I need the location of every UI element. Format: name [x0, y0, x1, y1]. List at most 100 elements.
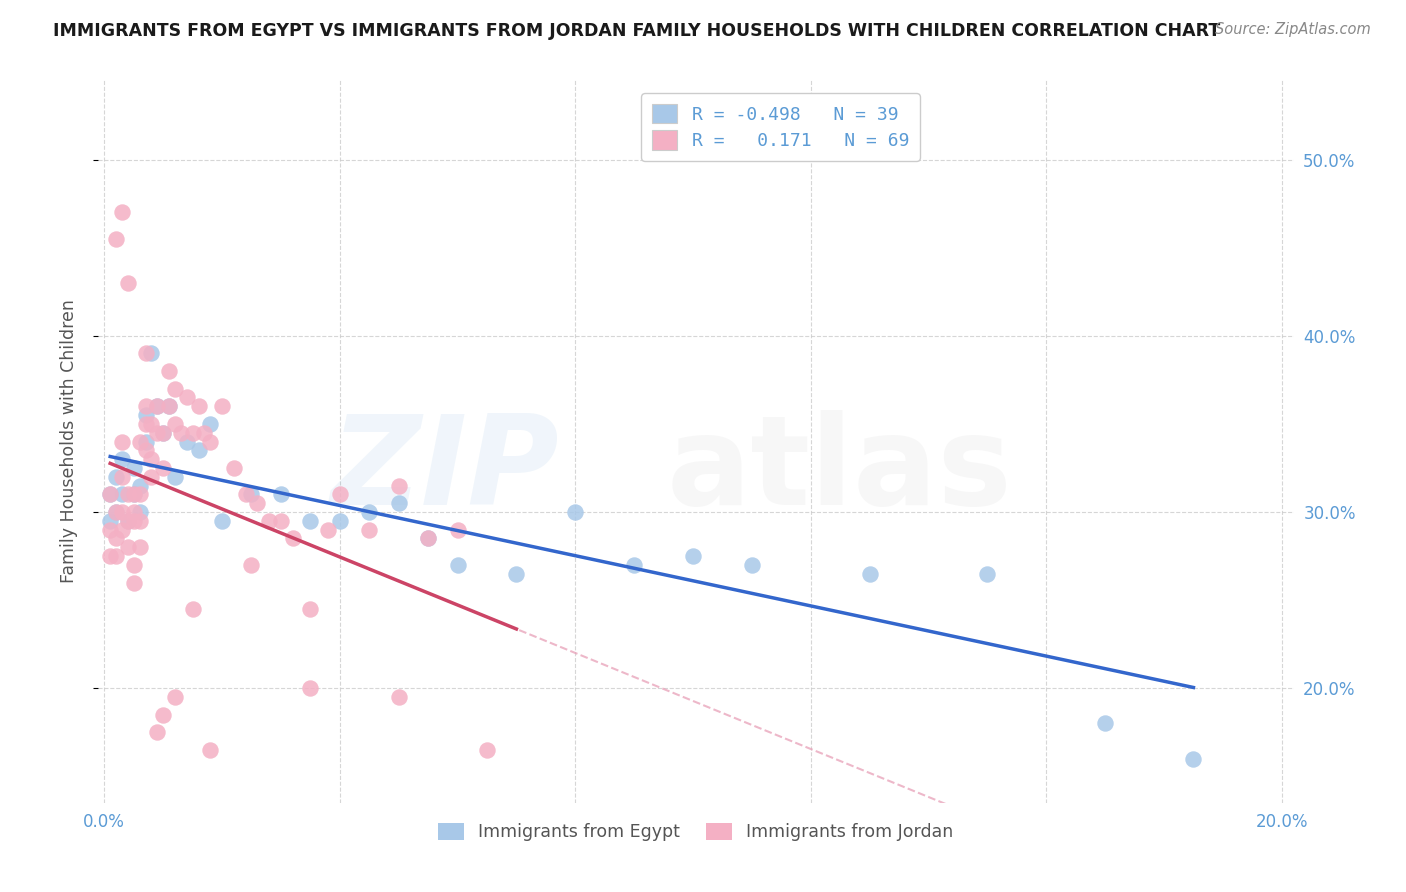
- Point: [128, 505, 150, 519]
- Point: [117, 541, 139, 555]
- Point: [122, 461, 145, 475]
- Point: [111, 452, 134, 467]
- Point: [240, 487, 263, 501]
- Text: IMMIGRANTS FROM EGYPT VS IMMIGRANTS FROM JORDAN FAMILY HOUSEHOLDS WITH CHILDREN : IMMIGRANTS FROM EGYPT VS IMMIGRANTS FROM…: [53, 22, 1220, 40]
- Point: [446, 523, 468, 537]
- Point: [111, 434, 134, 449]
- Legend: Immigrants from Egypt, Immigrants from Jordan: Immigrants from Egypt, Immigrants from J…: [432, 816, 960, 848]
- Point: [299, 514, 322, 528]
- Point: [111, 487, 134, 501]
- Point: [235, 487, 257, 501]
- Point: [146, 399, 169, 413]
- Point: [146, 399, 169, 413]
- Point: [388, 690, 411, 704]
- Text: atlas: atlas: [666, 410, 1012, 531]
- Point: [134, 346, 156, 360]
- Point: [416, 532, 439, 546]
- Point: [193, 425, 215, 440]
- Point: [1094, 716, 1116, 731]
- Point: [176, 434, 198, 449]
- Point: [152, 425, 174, 440]
- Point: [117, 276, 139, 290]
- Point: [152, 707, 174, 722]
- Point: [152, 461, 174, 475]
- Point: [122, 505, 145, 519]
- Point: [246, 496, 269, 510]
- Point: [329, 514, 352, 528]
- Point: [170, 425, 193, 440]
- Point: [146, 425, 169, 440]
- Text: Source: ZipAtlas.com: Source: ZipAtlas.com: [1215, 22, 1371, 37]
- Point: [105, 549, 128, 563]
- Point: [122, 575, 145, 590]
- Point: [105, 532, 128, 546]
- Point: [111, 505, 134, 519]
- Point: [146, 725, 169, 739]
- Point: [388, 478, 411, 492]
- Point: [105, 470, 128, 484]
- Point: [152, 425, 174, 440]
- Point: [176, 391, 198, 405]
- Point: [141, 417, 163, 431]
- Point: [157, 364, 180, 378]
- Point: [187, 443, 209, 458]
- Point: [117, 487, 139, 501]
- Point: [134, 434, 156, 449]
- Point: [741, 558, 763, 572]
- Point: [122, 558, 145, 572]
- Point: [163, 417, 186, 431]
- Point: [128, 434, 150, 449]
- Point: [98, 523, 121, 537]
- Point: [122, 514, 145, 528]
- Point: [105, 505, 128, 519]
- Point: [200, 434, 222, 449]
- Point: [117, 514, 139, 528]
- Point: [299, 681, 322, 696]
- Point: [859, 566, 882, 581]
- Point: [128, 478, 150, 492]
- Point: [976, 566, 998, 581]
- Point: [134, 408, 156, 422]
- Point: [134, 399, 156, 413]
- Point: [187, 399, 209, 413]
- Point: [200, 743, 222, 757]
- Point: [211, 399, 233, 413]
- Point: [270, 514, 292, 528]
- Point: [181, 425, 204, 440]
- Point: [200, 417, 222, 431]
- Point: [623, 558, 645, 572]
- Point: [270, 487, 292, 501]
- Point: [257, 514, 280, 528]
- Point: [281, 532, 304, 546]
- Point: [163, 470, 186, 484]
- Point: [222, 461, 245, 475]
- Point: [111, 523, 134, 537]
- Point: [1182, 752, 1205, 766]
- Point: [416, 532, 439, 546]
- Point: [134, 417, 156, 431]
- Point: [134, 443, 156, 458]
- Point: [122, 487, 145, 501]
- Point: [211, 514, 233, 528]
- Point: [359, 505, 381, 519]
- Point: [240, 558, 263, 572]
- Point: [105, 505, 128, 519]
- Text: ZIP: ZIP: [330, 410, 558, 531]
- Point: [316, 523, 339, 537]
- Point: [163, 382, 186, 396]
- Point: [98, 487, 121, 501]
- Y-axis label: Family Households with Children: Family Households with Children: [59, 300, 77, 583]
- Point: [299, 602, 322, 616]
- Point: [128, 541, 150, 555]
- Point: [111, 205, 134, 219]
- Point: [98, 549, 121, 563]
- Point: [105, 232, 128, 246]
- Point: [141, 346, 163, 360]
- Point: [111, 470, 134, 484]
- Point: [181, 602, 204, 616]
- Point: [505, 566, 527, 581]
- Point: [98, 487, 121, 501]
- Point: [682, 549, 704, 563]
- Point: [475, 743, 498, 757]
- Point: [128, 487, 150, 501]
